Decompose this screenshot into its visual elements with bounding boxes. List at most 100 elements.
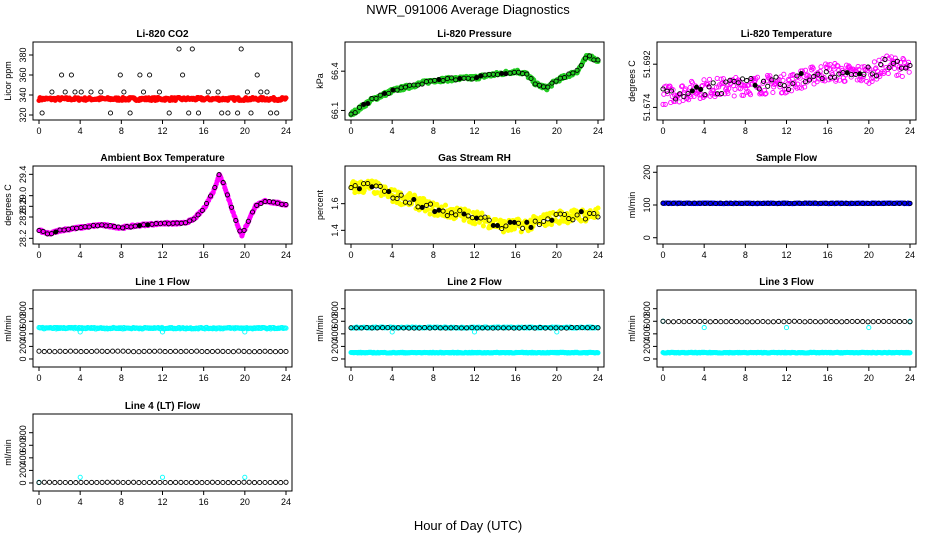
point-ref — [62, 348, 68, 354]
point-ref — [385, 325, 391, 331]
point-ref — [348, 185, 354, 191]
point-ref — [427, 325, 433, 331]
point-sample — [885, 70, 891, 77]
x-tick-label: 24 — [905, 250, 915, 260]
point-ref — [36, 348, 42, 354]
point-ref — [760, 200, 766, 206]
point-ref — [833, 200, 839, 206]
point-ref — [229, 204, 235, 210]
x-tick-label: 20 — [864, 126, 874, 136]
point-ref — [739, 200, 745, 207]
point-sample — [762, 91, 768, 97]
point-sample — [754, 74, 761, 80]
point-ref — [542, 325, 548, 331]
point-ref — [83, 479, 89, 485]
point-sample — [679, 83, 685, 89]
point-ref — [353, 325, 359, 331]
point-ref — [46, 348, 53, 354]
point-ref-high — [186, 110, 192, 116]
point-sample — [871, 59, 877, 65]
point-sample — [701, 77, 707, 83]
y-tick-label: 600 — [642, 314, 652, 329]
x-tick-label: 4 — [78, 126, 83, 136]
point-ref — [254, 202, 260, 208]
y-tick-label: 100 — [642, 197, 652, 212]
point-ref — [781, 319, 787, 325]
point-ref — [765, 200, 771, 206]
point-ref — [697, 200, 703, 206]
point-ref — [590, 325, 596, 331]
plot-frame — [344, 41, 605, 121]
point-ref-high — [248, 110, 254, 116]
point-ref — [739, 319, 745, 325]
point-ref — [157, 348, 163, 354]
data-points — [36, 324, 289, 355]
point-ref — [486, 217, 492, 223]
point-ref — [811, 74, 817, 80]
point-ref — [365, 100, 371, 107]
point-ref — [823, 318, 829, 324]
point-ref — [718, 319, 724, 325]
y-tick-label: 800 — [18, 301, 28, 316]
point-line — [159, 329, 166, 335]
point-ref — [262, 348, 268, 354]
x-tick-label: 12 — [469, 126, 479, 136]
point-ref — [860, 319, 866, 325]
point-ref — [713, 319, 719, 325]
x-tick-label: 24 — [905, 373, 915, 383]
y-tick-label: 200 — [642, 165, 652, 180]
point-line-high — [783, 325, 790, 331]
point-ref — [734, 319, 740, 325]
point-ref — [781, 83, 787, 89]
y-tick-label: 600 — [18, 438, 28, 453]
point-ref — [839, 319, 845, 325]
point-sample — [472, 221, 478, 227]
point-ref — [693, 84, 700, 90]
point-ref — [411, 196, 417, 203]
point-ref — [453, 325, 459, 331]
point-ref — [670, 319, 677, 325]
point-ref — [516, 325, 522, 331]
y-tick-label: 28.2 — [18, 230, 28, 248]
point-ref — [579, 325, 585, 331]
point-ref — [437, 325, 443, 331]
point-ref — [891, 318, 897, 324]
point-sample — [891, 65, 898, 72]
point-ref — [744, 200, 750, 206]
point-ref — [52, 480, 58, 486]
point-ref — [199, 480, 205, 486]
point-ref — [490, 222, 496, 229]
point-ref — [136, 349, 142, 355]
point-sample — [840, 67, 846, 73]
x-tick-label: 4 — [78, 250, 83, 260]
point-ref — [474, 75, 480, 81]
x-tick-label: 8 — [119, 250, 124, 260]
point-ref — [278, 480, 284, 486]
point-ref — [907, 62, 913, 69]
point-ref — [665, 200, 671, 206]
y-axis-label: ml/min — [3, 315, 13, 342]
point-sample — [901, 57, 907, 63]
data-points — [348, 52, 601, 118]
x-tick-label: 4 — [78, 497, 83, 507]
point-ref — [532, 325, 538, 331]
point-ref — [595, 57, 601, 63]
point-ref — [145, 222, 151, 228]
point-ref — [440, 208, 446, 214]
point-ref — [162, 479, 168, 486]
point-ref — [749, 200, 755, 207]
point-ref — [865, 200, 871, 207]
panel-title: Li-820 Temperature — [741, 29, 833, 40]
point-sample — [818, 64, 824, 70]
point-ref — [574, 325, 580, 331]
point-ref — [802, 319, 808, 325]
point-ref — [230, 480, 236, 486]
point-ref — [676, 200, 682, 206]
point-ref — [120, 479, 126, 486]
x-tick-label: 4 — [78, 373, 83, 383]
point-ref-high — [98, 89, 104, 95]
x-tick-label: 24 — [905, 126, 915, 136]
point-ref — [469, 325, 475, 331]
x-tick-label: 20 — [240, 373, 250, 383]
